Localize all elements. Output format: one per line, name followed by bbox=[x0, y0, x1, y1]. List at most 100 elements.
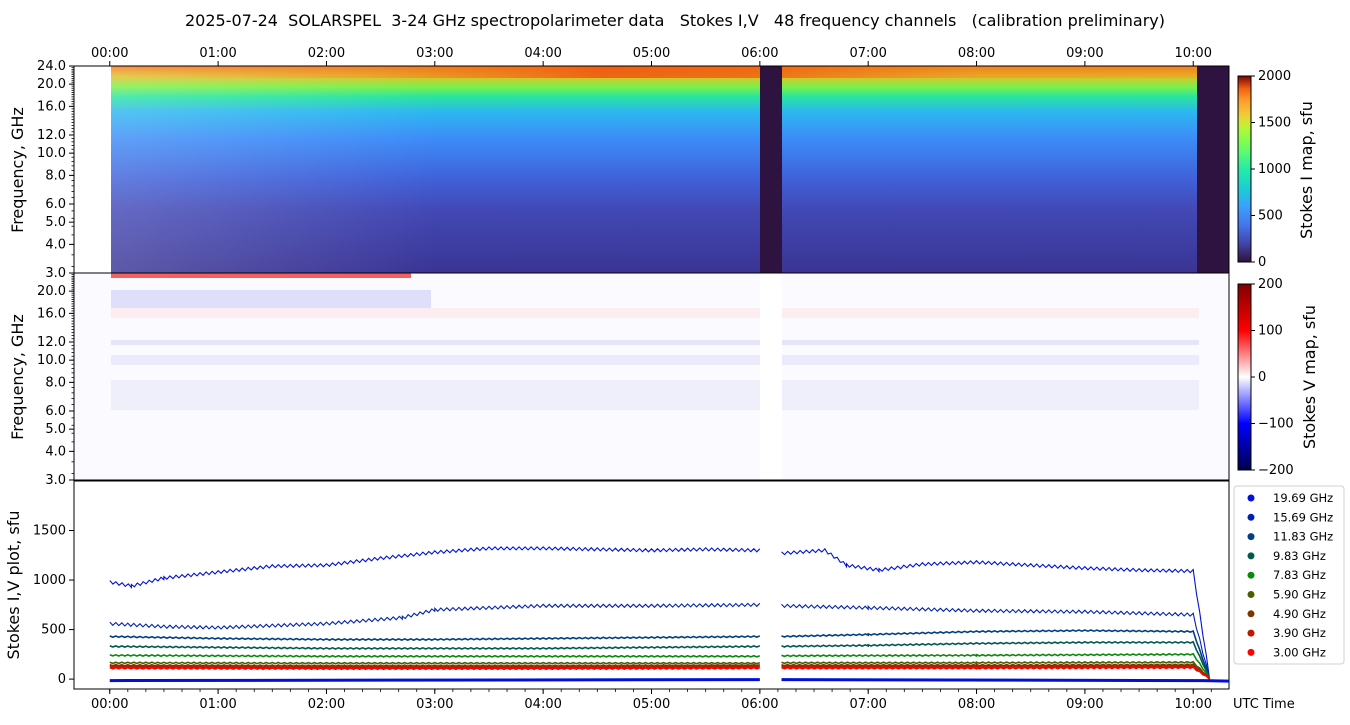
legend-marker bbox=[1247, 513, 1255, 521]
stokes-v-baseline bbox=[109, 678, 1230, 683]
stokes-i-top-x-ticks: 00:00 01:00 02:00 03:00 04:00 05:00 06:00 07:00… bbox=[91, 46, 1212, 66]
y-tick-label: 8.0 bbox=[45, 375, 66, 390]
stokes-v-y-ticks: 3.0 4.0 5.0 6.0 8.0 10.0 12.0 16.0 20.0 bbox=[37, 272, 74, 488]
top-x-tick-label: 01:00 bbox=[199, 46, 236, 61]
y-tick-label: 4.0 bbox=[45, 237, 66, 252]
legend-label: 11.83 GHz bbox=[1273, 530, 1333, 544]
legend-marker bbox=[1247, 591, 1255, 598]
top-x-tick-label: 04:00 bbox=[524, 46, 561, 61]
legend-label: 15.69 GHz bbox=[1273, 510, 1333, 524]
stokes-v-ylabel: Frequency, GHz bbox=[8, 314, 27, 440]
stokes-i-panel: 3.0 4.0 5.0 6.0 8.0 10.0 12.0 16.0 20.0 24.0 00:0… bbox=[8, 46, 1230, 281]
stokes-i-y-ticks: 3.0 4.0 5.0 6.0 8.0 10.0 12.0 16.0 20.0 24.0 bbox=[37, 59, 74, 281]
series-line bbox=[781, 663, 1211, 680]
y-tick-label: 12.0 bbox=[37, 128, 66, 143]
series-line bbox=[109, 665, 761, 669]
x-tick-label: 04:00 bbox=[524, 697, 561, 712]
stokes-i-data-gap bbox=[760, 66, 782, 273]
y-tick-label: 16.0 bbox=[37, 99, 66, 114]
stokes-v-colorbar: 200 100 0 −100 −200 Stokes V map, sfu bbox=[1237, 277, 1319, 478]
top-x-tick-label: 02:00 bbox=[308, 46, 345, 61]
y-tick-label: 20.0 bbox=[37, 77, 66, 92]
top-x-tick-label: 05:00 bbox=[633, 46, 670, 61]
stokes-plot-ylabel: Stokes I,V plot, sfu bbox=[4, 511, 23, 660]
top-x-tick-label: 08:00 bbox=[958, 46, 995, 61]
series-line bbox=[781, 660, 1211, 680]
x-tick-label: 09:00 bbox=[1066, 697, 1103, 712]
colorbar-tick-label: 2000 bbox=[1258, 69, 1291, 84]
stokes-i-ylabel: Frequency, GHz bbox=[8, 107, 27, 233]
x-tick-label: 07:00 bbox=[849, 697, 886, 712]
stokes-plot-x-ticks: 00:00 01:00 02:00 03:00 04:00 05:00 06:00 07:00… bbox=[91, 689, 1212, 712]
series-line bbox=[109, 546, 761, 589]
colorbar-tick-label: 500 bbox=[1258, 209, 1283, 224]
y-tick-label: 1000 bbox=[33, 573, 66, 588]
legend-marker bbox=[1247, 629, 1255, 637]
legend: 19.69 GHz 15.69 GHz 11.83 GHz 9.83 GHz 7.83 … bbox=[1233, 485, 1345, 665]
stokes-plot-xlabel: UTC Time bbox=[1233, 697, 1295, 712]
legend-marker bbox=[1247, 571, 1255, 579]
y-tick-label: 0 bbox=[58, 672, 66, 687]
stokes-v-panel: 3.0 4.0 5.0 6.0 8.0 10.0 12.0 16.0 20.0 Frequenc… bbox=[8, 272, 1230, 488]
y-tick-label: 500 bbox=[41, 623, 66, 638]
x-tick-label: 00:00 bbox=[91, 697, 128, 712]
top-x-tick-label: 00:00 bbox=[91, 46, 128, 61]
stokes-plot-series bbox=[109, 546, 1230, 683]
series-line bbox=[781, 629, 1211, 679]
legend-label: 9.83 GHz bbox=[1273, 549, 1326, 563]
legend-marker bbox=[1247, 552, 1255, 560]
y-tick-label: 6.0 bbox=[45, 197, 66, 212]
series-line bbox=[109, 602, 761, 630]
y-tick-label: 20.0 bbox=[37, 284, 66, 299]
top-x-tick-label: 06:00 bbox=[741, 46, 778, 61]
stokes-i-data-end bbox=[1197, 66, 1229, 273]
stokes-plot-panel: 0 500 1000 1500 00:00 01:00 02:00 03:00 04:00 05… bbox=[4, 480, 1295, 712]
series-line bbox=[109, 661, 761, 665]
legend-marker bbox=[1247, 648, 1255, 656]
legend-marker bbox=[1247, 533, 1255, 541]
y-tick-label: 4.0 bbox=[45, 444, 66, 459]
colorbar-tick-label: 0 bbox=[1258, 255, 1266, 270]
colorbar-tick-label: −200 bbox=[1258, 463, 1294, 478]
y-tick-label: 3.0 bbox=[45, 473, 66, 488]
y-tick-label: 10.0 bbox=[37, 353, 66, 368]
x-tick-label: 05:00 bbox=[633, 697, 670, 712]
legend-label: 3.00 GHz bbox=[1273, 645, 1326, 659]
stokes-v-colorbar-label: Stokes V map, sfu bbox=[1300, 305, 1319, 449]
series-line bbox=[109, 653, 761, 658]
series-line bbox=[109, 663, 761, 668]
series-line bbox=[781, 652, 1211, 680]
top-x-tick-label: 10:00 bbox=[1175, 46, 1212, 61]
series-line bbox=[781, 547, 1211, 679]
colorbar-tick-label: 1000 bbox=[1258, 162, 1291, 177]
x-tick-label: 02:00 bbox=[308, 697, 345, 712]
y-tick-label: 6.0 bbox=[45, 404, 66, 419]
y-tick-label: 5.0 bbox=[45, 422, 66, 437]
legend-label: 4.90 GHz bbox=[1273, 607, 1326, 621]
y-tick-label: 24.0 bbox=[37, 59, 66, 74]
series-line bbox=[109, 635, 761, 641]
stokes-i-colorbar-label: Stokes I map, sfu bbox=[1297, 101, 1316, 239]
series-line bbox=[781, 664, 1211, 680]
x-tick-label: 10:00 bbox=[1175, 697, 1212, 712]
series-line bbox=[109, 645, 761, 650]
top-x-tick-label: 09:00 bbox=[1066, 46, 1103, 61]
y-tick-label: 12.0 bbox=[37, 335, 66, 350]
x-tick-label: 03:00 bbox=[416, 697, 453, 712]
legend-label: 7.83 GHz bbox=[1273, 568, 1326, 582]
x-tick-label: 06:00 bbox=[741, 697, 778, 712]
stokes-i-colorbar: 0 500 1000 1500 2000 Stokes I map, sfu bbox=[1237, 69, 1316, 270]
legend-marker bbox=[1247, 610, 1255, 618]
series-line bbox=[781, 666, 1211, 680]
x-tick-label: 01:00 bbox=[199, 697, 236, 712]
colorbar-tick-label: 1500 bbox=[1258, 116, 1291, 131]
stokes-plot-y-ticks: 0 500 1000 1500 bbox=[33, 524, 74, 687]
top-x-tick-label: 03:00 bbox=[416, 46, 453, 61]
series-line bbox=[781, 603, 1211, 680]
y-tick-label: 5.0 bbox=[45, 215, 66, 230]
legend-label: 5.90 GHz bbox=[1273, 588, 1326, 602]
colorbar-tick-label: 100 bbox=[1258, 324, 1283, 339]
series-line bbox=[781, 640, 1211, 679]
colorbar-tick-label: 0 bbox=[1258, 370, 1266, 385]
